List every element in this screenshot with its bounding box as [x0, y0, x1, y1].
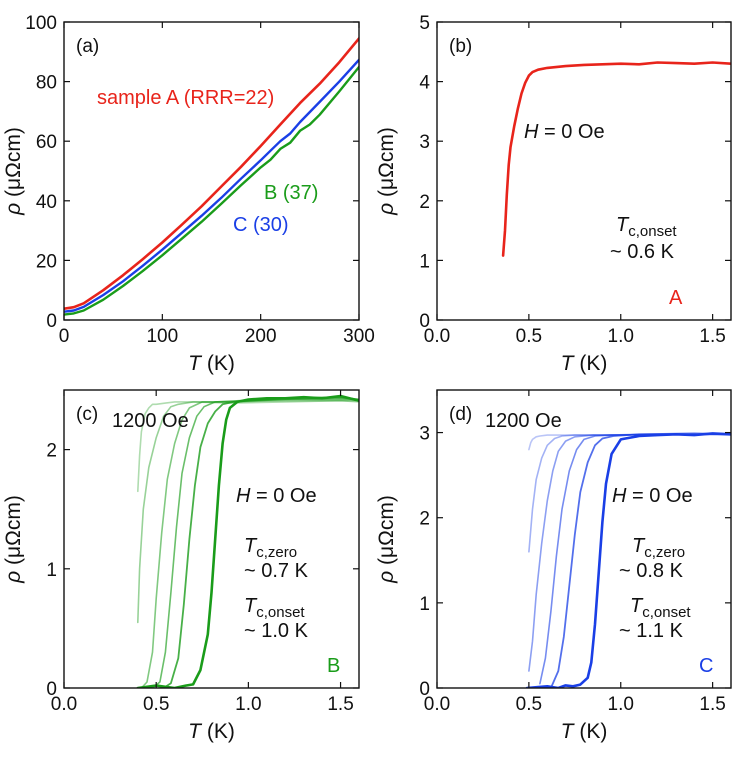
panel-b-xtick-label: 0.0 [424, 326, 450, 347]
panel-b-xtick-label: 1.0 [608, 326, 634, 347]
panel-d-x-axis-label: T (K) [561, 720, 608, 743]
panel-d-annotation-0: 1200 Oe [485, 410, 562, 432]
panel-c-x-axis-label: T (K) [188, 720, 235, 743]
panel-c-series-line-1 [137, 399, 359, 624]
panel-a-ytick-label: 20 [36, 251, 57, 272]
panel-d-series-line-4 [550, 432, 731, 688]
panel-c-series-group [136, 394, 359, 688]
panel-a-xtick-label: 200 [245, 326, 277, 347]
panel-c-ytick-label: 0 [46, 679, 57, 700]
panel-c-annotation-0: 1200 Oe [112, 410, 189, 432]
panel-b-series-line-0 [501, 61, 731, 257]
panel-a-x-axis-label: T (K) [188, 352, 235, 375]
panel-a-xtick-label: 300 [343, 326, 375, 347]
panel-c-xtick-label: 0.5 [143, 694, 169, 715]
panel-b-ytick-label: 3 [419, 132, 430, 153]
panel-c-ytick-label: 1 [46, 560, 57, 581]
panel-c-xtick-label: 0.0 [51, 694, 77, 715]
panel-a-ytick-label: 80 [36, 73, 57, 94]
panel-c: 0.0 0.5 1.0 1.5 0 1 2 T (K) ρ (μΩcm) (c) 1200 Oe H … [2, 389, 360, 743]
panel-b: 0.0 0.5 1.0 1.5 0 1 2 3 4 5 T (K) ρ (μΩcm) (b) H = 0 … [375, 13, 732, 375]
panel-d-ytick-label: 3 [419, 424, 430, 445]
panel-c-series-line-5 [136, 394, 359, 688]
panel-d-annotation-2: Tc,zero [632, 535, 685, 561]
panel-c-series-line-4 [162, 396, 359, 688]
panel-a: 0 100 200 300 0 20 40 60 80 100 T (K) ρ (μΩcm) (a) sa… [2, 13, 375, 375]
panel-a-y-axis-label: ρ (μΩcm) [2, 127, 25, 216]
panel-b-annotation-3: A [669, 287, 683, 309]
panel-d-series-line-5 [525, 432, 731, 688]
panel-d-annotation-5: ~ 1.1 K [619, 620, 684, 642]
panel-c-annotation-3: ~ 0.7 K [244, 560, 309, 582]
panel-a-annotation-1: B (37) [264, 182, 318, 204]
panel-b-plot-frame [436, 21, 732, 321]
panel-a-ytick-label: 0 [46, 311, 57, 332]
panel-b-ytick-label: 5 [419, 13, 430, 34]
panel-d-series-group [525, 432, 731, 688]
panel-a-ytick-label: 100 [25, 13, 57, 34]
panel-b-annotation-1: Tc,onset [616, 214, 677, 240]
panel-d-ytick-label: 2 [419, 509, 430, 530]
panel-b-ytick-label: 0 [419, 311, 430, 332]
panel-a-ytick-label: 40 [36, 192, 57, 213]
panel-d-panel-label: (d) [449, 404, 472, 425]
panel-c-panel-label: (c) [76, 404, 98, 425]
panel-d-annotation-6: C [699, 655, 713, 677]
panel-c-annotation-1: H = 0 Oe [236, 485, 317, 507]
panel-a-xtick-label: 100 [146, 326, 178, 347]
panel-b-annotation-2: ~ 0.6 K [610, 241, 675, 263]
panel-d-ytick-label: 1 [419, 594, 430, 615]
panel-d: 0.0 0.5 1.0 1.5 0 1 2 3 T (K) ρ (μΩcm) (d) 1200 Oe H… [375, 389, 732, 743]
panel-b-x-axis-label: T (K) [561, 352, 608, 375]
panel-c-y-axis-label: ρ (μΩcm) [2, 495, 25, 584]
panel-a-ytick-label: 60 [36, 132, 57, 153]
panel-d-plot-frame [436, 389, 732, 689]
panel-c-annotation-4: Tc,onset [244, 595, 305, 621]
panel-b-panel-label: (b) [449, 36, 472, 57]
panel-d-y-axis-label: ρ (μΩcm) [375, 495, 398, 584]
panel-b-ytick-label: 1 [419, 251, 430, 272]
panel-a-series-line-2 [64, 65, 359, 316]
panel-d-annotation-1: H = 0 Oe [612, 485, 693, 507]
panel-d-annotation-4: Tc,onset [630, 595, 691, 621]
panel-c-annotation-6: B [327, 655, 340, 677]
panel-d-xtick-label: 1.0 [608, 694, 634, 715]
panel-c-annotation-5: ~ 1.0 K [244, 620, 309, 642]
panel-b-series-group [501, 61, 731, 257]
panel-a-series-line-0 [64, 37, 359, 311]
panel-d-series-line-3 [539, 433, 731, 685]
panel-b-annotation-0: H = 0 Oe [524, 121, 605, 143]
panel-d-annotation-3: ~ 0.8 K [619, 560, 684, 582]
panel-d-xtick-label: 0.0 [424, 694, 450, 715]
panel-b-xtick-label: 0.5 [516, 326, 542, 347]
panel-d-ytick-label: 0 [419, 679, 430, 700]
panel-a-annotation-0: sample A (RRR=22) [97, 87, 274, 109]
panel-a-annotation-2: C (30) [233, 214, 289, 236]
panel-b-ytick-label: 2 [419, 192, 430, 213]
panel-c-xtick-label: 1.5 [327, 694, 353, 715]
panel-c-annotation-2: Tc,zero [244, 535, 297, 561]
panel-b-xtick-label: 1.5 [699, 326, 725, 347]
panel-a-series-group [64, 37, 359, 316]
panel-b-ytick-label: 4 [419, 73, 430, 94]
panel-c-ytick-label: 2 [46, 441, 57, 462]
panel-d-xtick-label: 0.5 [516, 694, 542, 715]
panel-a-plot-frame [63, 21, 360, 321]
panel-b-y-axis-label: ρ (μΩcm) [375, 127, 398, 216]
panel-c-xtick-label: 1.0 [235, 694, 261, 715]
panel-a-xtick-label: 0 [59, 326, 70, 347]
panel-c-plot-frame [63, 389, 360, 689]
panel-a-series-line-1 [64, 58, 359, 313]
panel-c-series-line-0 [137, 399, 359, 493]
panel-d-xtick-label: 1.5 [699, 694, 725, 715]
panel-a-panel-label: (a) [76, 36, 99, 57]
